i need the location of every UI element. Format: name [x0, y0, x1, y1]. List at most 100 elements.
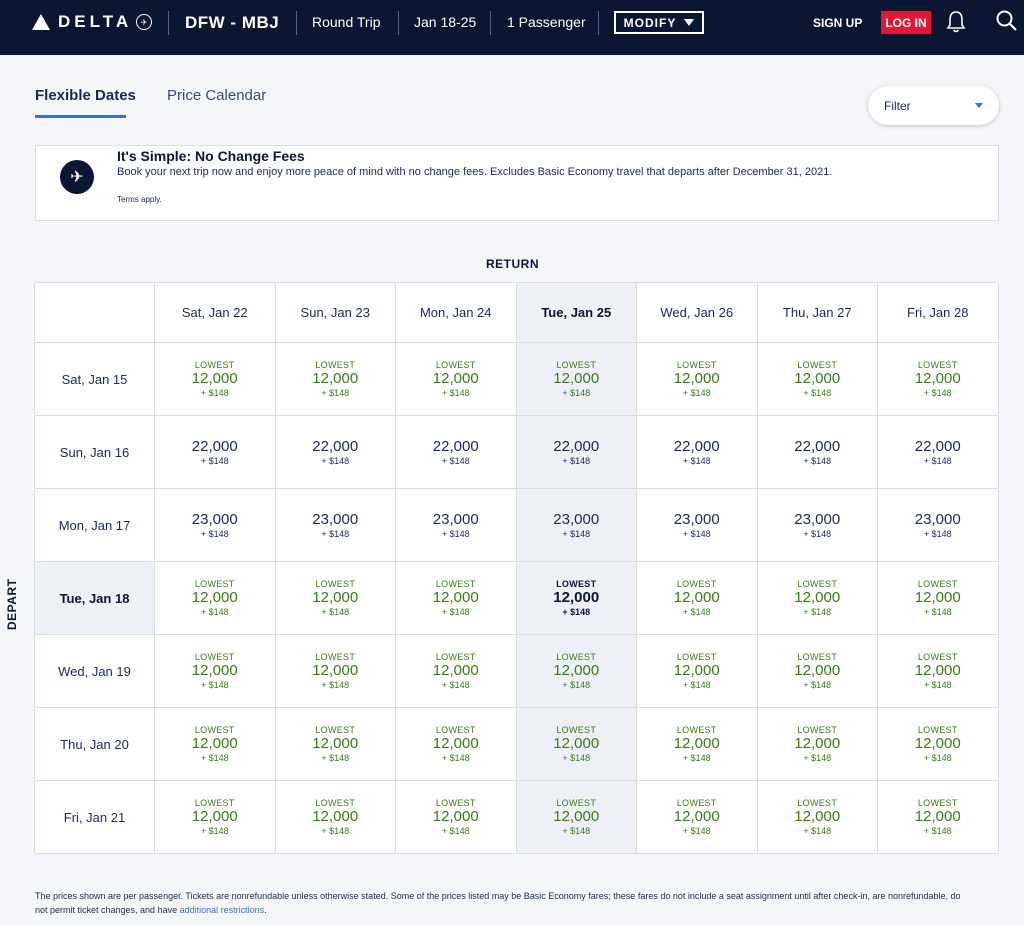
- fare-cell[interactable]: 22,000 + $148: [516, 416, 637, 489]
- fare-fee: + $148: [803, 387, 832, 398]
- fare-cell[interactable]: LOWEST 12,000 + $148: [637, 781, 758, 854]
- fare-cell[interactable]: LOWEST 12,000 + $148: [637, 343, 758, 416]
- fare-cell[interactable]: LOWEST 12,000 + $148: [396, 781, 517, 854]
- fare-fee: + $148: [682, 606, 711, 617]
- tab-price-calendar[interactable]: Price Calendar: [167, 87, 267, 104]
- delta-logo[interactable]: DELTA ✈: [32, 12, 153, 32]
- lowest-badge: LOWEST: [194, 359, 235, 370]
- fare-fee: + $148: [321, 825, 350, 836]
- fare-fee: + $148: [200, 387, 229, 398]
- fare-fee: + $148: [682, 528, 711, 539]
- lowest-badge: LOWEST: [435, 724, 476, 735]
- fare-cell[interactable]: 22,000 + $148: [757, 416, 878, 489]
- fare-cell[interactable]: LOWEST 12,000 + $148: [155, 781, 276, 854]
- fare-miles: 23,000: [553, 510, 600, 528]
- route-label[interactable]: DFW - MBJ: [185, 13, 280, 32]
- lowest-badge: LOWEST: [676, 578, 717, 589]
- fare-miles: 22,000: [914, 437, 961, 455]
- filter-dropdown[interactable]: Filter: [868, 86, 999, 125]
- fare-cell[interactable]: LOWEST 12,000 + $148: [275, 635, 396, 708]
- fare-cell[interactable]: LOWEST 12,000 + $148: [637, 635, 758, 708]
- fare-cell[interactable]: LOWEST 12,000 + $148: [757, 708, 878, 781]
- fare-cell[interactable]: 23,000 + $148: [275, 489, 396, 562]
- return-date-header: Sat, Jan 22: [155, 283, 276, 343]
- fare-miles: 22,000: [432, 437, 479, 455]
- fare-miles: 22,000: [673, 437, 720, 455]
- fare-cell[interactable]: LOWEST 12,000 + $148: [275, 781, 396, 854]
- fare-fee: + $148: [923, 679, 952, 690]
- fare-cell[interactable]: 23,000 + $148: [757, 489, 878, 562]
- fare-cell[interactable]: LOWEST 12,000 + $148: [878, 343, 999, 416]
- fare-cell[interactable]: LOWEST 12,000 + $148: [757, 781, 878, 854]
- fare-cell[interactable]: 23,000 + $148: [878, 489, 999, 562]
- fare-miles: 12,000: [914, 734, 961, 752]
- lowest-badge: LOWEST: [194, 578, 235, 589]
- trip-type[interactable]: Round Trip: [312, 14, 381, 30]
- fare-cell[interactable]: 23,000 + $148: [516, 489, 637, 562]
- active-tab-indicator: [35, 115, 126, 118]
- fare-cell[interactable]: LOWEST 12,000 + $148: [155, 562, 276, 635]
- fare-cell[interactable]: LOWEST 12,000 + $148: [516, 708, 637, 781]
- tab-flexible-dates[interactable]: Flexible Dates: [35, 87, 136, 104]
- fare-cell[interactable]: 22,000 + $148: [275, 416, 396, 489]
- fare-cell[interactable]: LOWEST 12,000 + $148: [878, 562, 999, 635]
- bell-icon[interactable]: [946, 10, 966, 34]
- fare-cell[interactable]: 23,000 + $148: [155, 489, 276, 562]
- fare-cell[interactable]: 22,000 + $148: [155, 416, 276, 489]
- fare-cell[interactable]: LOWEST 12,000 + $148: [396, 562, 517, 635]
- fare-miles: 22,000: [191, 437, 238, 455]
- fare-cell[interactable]: LOWEST 12,000 + $148: [275, 343, 396, 416]
- fare-cell[interactable]: LOWEST 12,000 + $148: [275, 708, 396, 781]
- fare-fee: + $148: [441, 606, 470, 617]
- log-in-button[interactable]: LOG IN: [881, 11, 931, 34]
- fare-fee: + $148: [923, 606, 952, 617]
- fare-cell[interactable]: LOWEST 12,000 + $148: [516, 343, 637, 416]
- fare-cell[interactable]: LOWEST 12,000 + $148: [155, 343, 276, 416]
- return-axis-label: RETURN: [486, 257, 539, 271]
- fare-miles: 12,000: [312, 588, 359, 606]
- fare-cell[interactable]: LOWEST 12,000 + $148: [757, 635, 878, 708]
- fare-miles: 22,000: [794, 437, 841, 455]
- passenger-count[interactable]: 1 Passenger: [507, 14, 586, 30]
- fare-cell[interactable]: LOWEST 12,000 + $148: [396, 343, 517, 416]
- fare-cell[interactable]: LOWEST 12,000 + $148: [516, 562, 637, 635]
- fare-cell[interactable]: LOWEST 12,000 + $148: [757, 562, 878, 635]
- fare-fee: + $148: [803, 528, 832, 539]
- fare-cell[interactable]: LOWEST 12,000 + $148: [396, 708, 517, 781]
- lowest-badge: LOWEST: [676, 651, 717, 662]
- fare-cell[interactable]: LOWEST 12,000 + $148: [516, 781, 637, 854]
- return-date-header: Mon, Jan 24: [396, 283, 517, 343]
- fare-miles: 12,000: [312, 661, 359, 679]
- banner-title: It's Simple: No Change Fees: [117, 148, 305, 164]
- fare-cell[interactable]: LOWEST 12,000 + $148: [155, 635, 276, 708]
- fare-cell[interactable]: LOWEST 12,000 + $148: [516, 635, 637, 708]
- fare-fee: + $148: [562, 679, 591, 690]
- sign-up-link[interactable]: SIGN UP: [813, 16, 863, 30]
- trip-dates[interactable]: Jan 18-25: [414, 14, 477, 30]
- top-nav: DELTA ✈ DFW - MBJ Round Trip Jan 18-25 1…: [0, 0, 1024, 55]
- logo-text: DELTA: [58, 12, 133, 31]
- additional-restrictions-link[interactable]: additional restrictions: [179, 905, 265, 915]
- fare-miles: 12,000: [673, 734, 720, 752]
- fare-cell[interactable]: LOWEST 12,000 + $148: [878, 781, 999, 854]
- fare-cell[interactable]: LOWEST 12,000 + $148: [878, 708, 999, 781]
- fare-miles: 12,000: [553, 588, 600, 606]
- fare-cell[interactable]: LOWEST 12,000 + $148: [637, 708, 758, 781]
- fare-cell[interactable]: 23,000 + $148: [637, 489, 758, 562]
- modify-button[interactable]: MODIFY: [614, 11, 704, 34]
- fare-cell[interactable]: LOWEST 12,000 + $148: [396, 635, 517, 708]
- fare-cell[interactable]: 23,000 + $148: [396, 489, 517, 562]
- fare-cell[interactable]: LOWEST 12,000 + $148: [155, 708, 276, 781]
- search-icon[interactable]: [995, 9, 1019, 33]
- fare-cell[interactable]: 22,000 + $148: [396, 416, 517, 489]
- fare-cell[interactable]: LOWEST 12,000 + $148: [275, 562, 396, 635]
- fare-fee: + $148: [321, 455, 350, 466]
- fare-fee: + $148: [321, 679, 350, 690]
- fare-cell[interactable]: LOWEST 12,000 + $148: [637, 562, 758, 635]
- fare-cell[interactable]: LOWEST 12,000 + $148: [878, 635, 999, 708]
- fare-cell[interactable]: 22,000 + $148: [637, 416, 758, 489]
- divider: [168, 11, 169, 35]
- fare-cell[interactable]: LOWEST 12,000 + $148: [757, 343, 878, 416]
- fare-cell[interactable]: 22,000 + $148: [878, 416, 999, 489]
- fare-fee: + $148: [441, 528, 470, 539]
